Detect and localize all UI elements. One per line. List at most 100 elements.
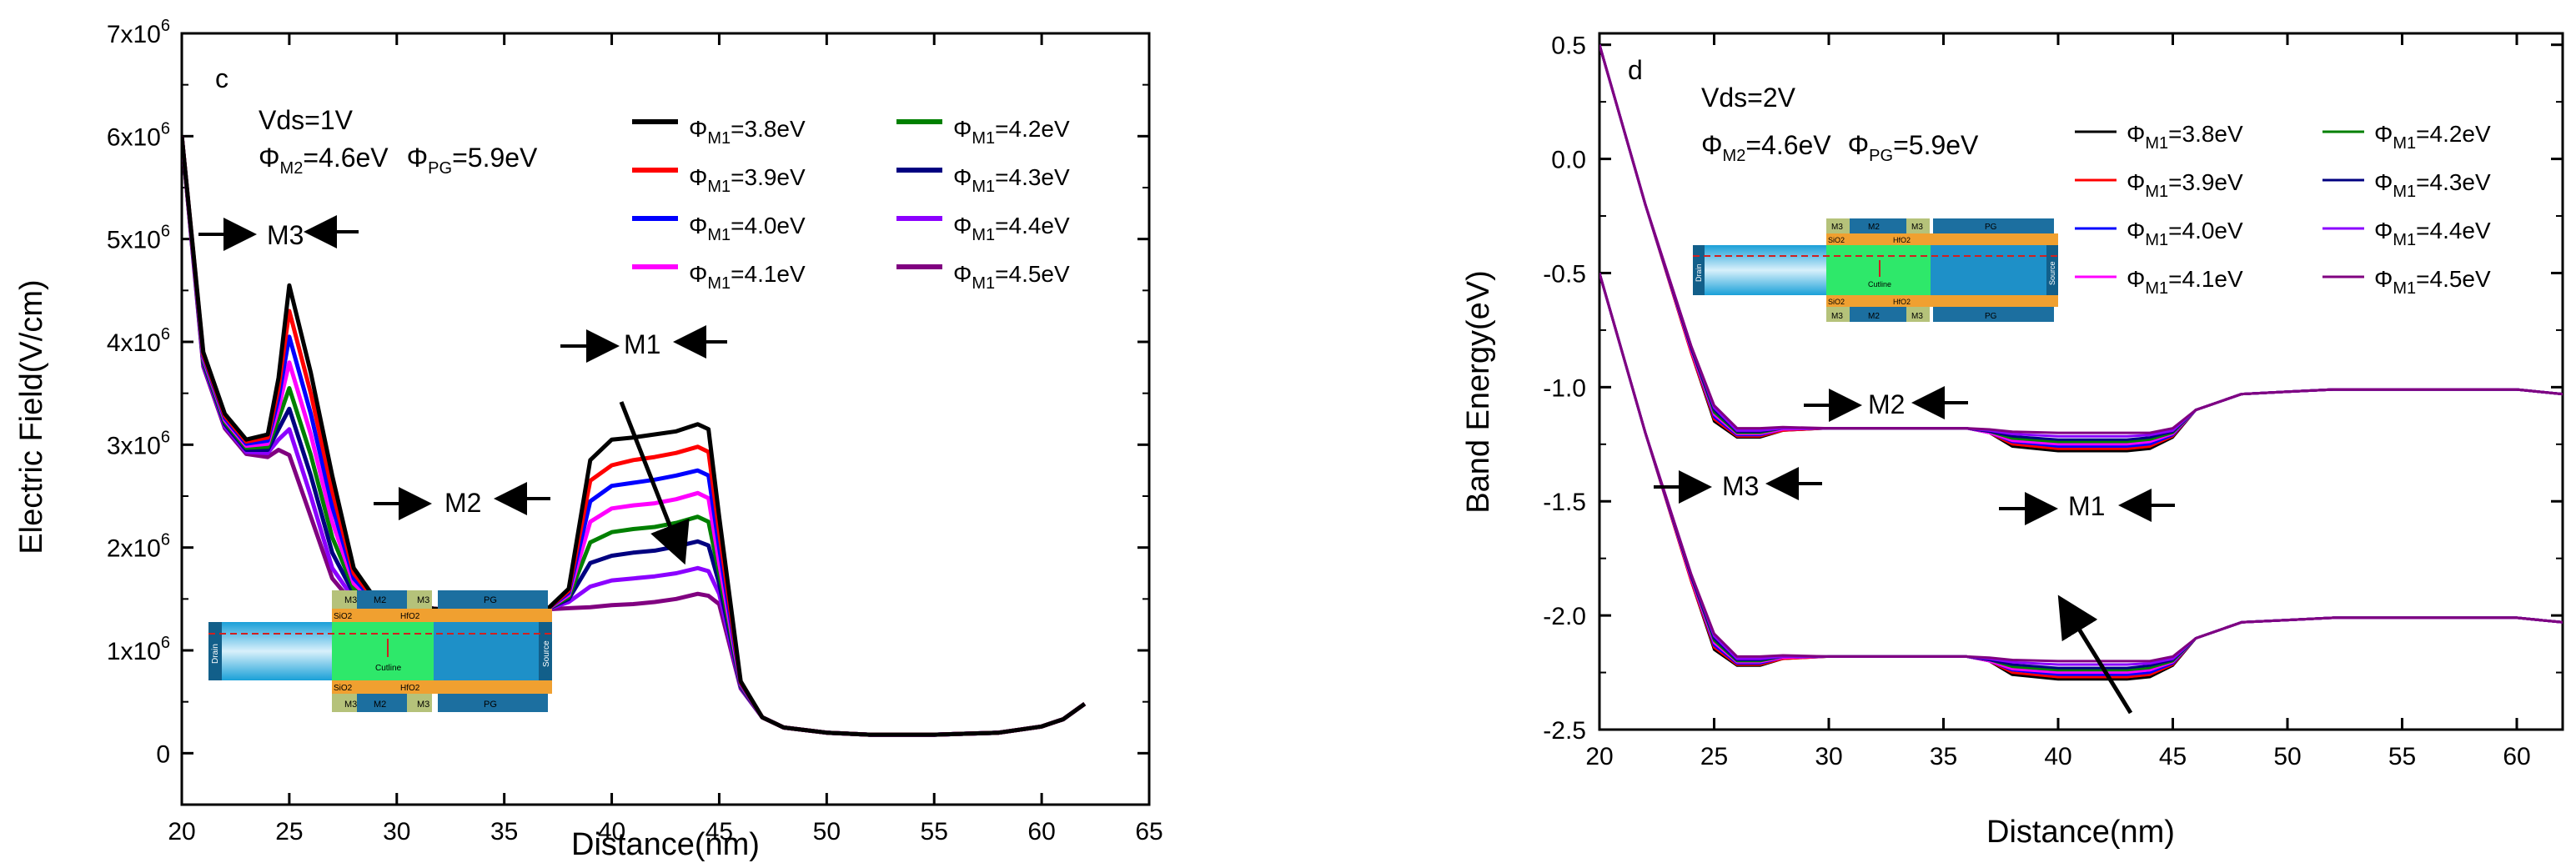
phi-symbol: Φ bbox=[259, 143, 280, 173]
inset-label-cutline: Cutline bbox=[375, 664, 402, 673]
work-function-annotation-c: ΦM2=4.6eV ΦPG=5.9eV bbox=[259, 143, 538, 178]
inset-label-sio2: SiO2 bbox=[334, 612, 353, 621]
region-marker-m2-c: M2 bbox=[374, 482, 550, 520]
x-tick-label: 40 bbox=[2044, 743, 2071, 770]
x-tick-label: 50 bbox=[2273, 743, 2301, 770]
legend-label: ΦM1=4.5eV bbox=[2374, 266, 2491, 298]
y-axis-title-d: Band Energy(eV) bbox=[1461, 270, 1496, 514]
phi-symbol: Φ bbox=[1848, 130, 1870, 160]
inset-label-hfo2: HfO2 bbox=[400, 684, 420, 693]
inset-label-drain: Drain bbox=[211, 644, 220, 664]
series-line-conduction-4.5eV bbox=[1599, 44, 2563, 434]
inset-label-hfo2: HfO2 bbox=[400, 612, 420, 621]
inset-label-pg: PG bbox=[1985, 223, 1997, 232]
m2-subscript: M2 bbox=[1723, 147, 1746, 165]
trend-arrow-d bbox=[2057, 595, 2133, 715]
y-tick-label: -2.5 bbox=[1543, 717, 1586, 745]
region-label-m3: M3 bbox=[267, 220, 304, 250]
inset-label-m3: M3 bbox=[417, 595, 429, 605]
trend-arrow-c bbox=[619, 401, 690, 565]
inset-label-m3: M3 bbox=[417, 700, 429, 710]
legend-label: ΦM1=3.9eV bbox=[689, 164, 806, 196]
inset-label-hfo2: HfO2 bbox=[1893, 236, 1911, 244]
legend-label: ΦM1=4.4eV bbox=[953, 213, 1070, 244]
x-tick-label: 60 bbox=[2503, 743, 2530, 770]
inset-label-cutline: Cutline bbox=[1868, 280, 1891, 289]
x-tick-label: 60 bbox=[1027, 818, 1055, 845]
series-line-valence-4.5eV bbox=[1599, 273, 2563, 663]
y-tick-label: 0.0 bbox=[1551, 147, 1586, 174]
x-tick-label: 40 bbox=[598, 818, 625, 845]
legend-label: ΦM1=4.0eV bbox=[689, 213, 806, 244]
legend-label: ΦM1=4.3eV bbox=[953, 164, 1070, 196]
series-line-valence-4.4eV bbox=[1599, 273, 2563, 666]
phi-symbol: Φ bbox=[1701, 130, 1723, 160]
y-tick-label: 4x106 bbox=[107, 325, 170, 357]
device-inset-c: M3 M2 M3 PG SiO2 HfO2 Cutline SiO2 HfO2 … bbox=[208, 590, 552, 712]
m2-value: =4.6eV bbox=[303, 143, 389, 173]
y-tick-label: 2x106 bbox=[107, 531, 170, 563]
x-tick-label: 55 bbox=[921, 818, 948, 845]
legend-label: ΦM1=4.1eV bbox=[2127, 266, 2243, 298]
region-label-m1: M1 bbox=[624, 329, 660, 359]
panel-label-c: c bbox=[215, 63, 228, 93]
x-tick-label: 25 bbox=[1700, 743, 1728, 770]
inset-label-pg: PG bbox=[484, 700, 497, 710]
inset-label-sio2: SiO2 bbox=[1828, 298, 1845, 306]
inset-label-pg: PG bbox=[484, 595, 497, 605]
pg-subscript: PG bbox=[428, 159, 452, 178]
y-tick-label: -2.0 bbox=[1543, 603, 1586, 630]
region-marker-m3-d: M3 bbox=[1654, 467, 1822, 504]
legend-label: ΦM1=4.4eV bbox=[2374, 218, 2491, 249]
x-tick-label: 35 bbox=[490, 818, 518, 845]
chart-panel-d: 20 25 30 35 40 45 50 55 60 0.5 0.0 -0.5 -1.0 -1.5 -2.0… bbox=[1461, 32, 2564, 850]
region-marker-m2-d: M2 bbox=[1804, 386, 1968, 422]
inset-label-m2: M2 bbox=[374, 700, 386, 710]
inset-label-m3: M3 bbox=[1831, 312, 1843, 321]
x-tick-label: 55 bbox=[2388, 743, 2416, 770]
vds-annotation-c: Vds=1V bbox=[259, 105, 354, 135]
x-tick-label: 25 bbox=[275, 818, 303, 845]
region-label-m2: M2 bbox=[444, 488, 481, 518]
inset-label-m3: M3 bbox=[344, 700, 357, 710]
plot-frame-c bbox=[180, 32, 1151, 806]
legend-label: ΦM1=4.2eV bbox=[953, 116, 1070, 148]
vds-annotation-d: Vds=2V bbox=[1701, 83, 1796, 113]
x-tick-label: 20 bbox=[1585, 743, 1613, 770]
inset-label-source: Source bbox=[2048, 261, 2056, 285]
y-tick-label: 0.5 bbox=[1551, 33, 1586, 60]
region-label-m1: M1 bbox=[2068, 491, 2105, 521]
inset-label-m2: M2 bbox=[1868, 223, 1880, 232]
inset-label-m3: M3 bbox=[1911, 223, 1923, 232]
phi-symbol: Φ bbox=[407, 143, 429, 173]
x-axis-title-c: Distance(nm) bbox=[571, 827, 760, 862]
x-axis-title-d: Distance(nm) bbox=[1986, 815, 2175, 850]
region-marker-m3-c: M3 bbox=[198, 215, 359, 251]
region-marker-m1-c: M1 bbox=[560, 325, 727, 363]
inset-label-hfo2: HfO2 bbox=[1893, 298, 1911, 306]
region-marker-m1-d: M1 bbox=[1999, 489, 2175, 525]
panel-label-d: d bbox=[1628, 55, 1643, 85]
region-label-m3: M3 bbox=[1722, 471, 1759, 501]
y-axis-title-c: Electric Field(V/cm) bbox=[14, 279, 49, 554]
legend-label: ΦM1=3.9eV bbox=[2127, 169, 2243, 201]
legend-label: ΦM1=4.1eV bbox=[689, 261, 806, 293]
y-tick-label: -0.5 bbox=[1543, 260, 1586, 288]
x-tick-label: 50 bbox=[813, 818, 841, 845]
y-tick-label: -1.0 bbox=[1543, 374, 1586, 402]
y-tick-label: -1.5 bbox=[1543, 489, 1586, 516]
inset-label-pg: PG bbox=[1985, 312, 1997, 321]
y-tick-label: 0 bbox=[156, 740, 170, 768]
m2-value: =4.6eV bbox=[1745, 130, 1831, 160]
x-tick-label: 45 bbox=[706, 818, 733, 845]
legend-c: ΦM1=3.8eV ΦM1=3.9eV ΦM1=4.0eV ΦM1=4.1eV ΦM1=… bbox=[632, 116, 1070, 293]
x-tick-label: 65 bbox=[1135, 818, 1162, 845]
legend-label: ΦM1=4.3eV bbox=[2374, 169, 2491, 201]
legend-d: ΦM1=3.8eV ΦM1=3.9eV ΦM1=4.0eV ΦM1=4.1eV ΦM1=… bbox=[2075, 121, 2491, 298]
m2-subscript: M2 bbox=[280, 159, 304, 178]
y-tick-label: 3x106 bbox=[107, 428, 170, 459]
y-tick-label: 7x106 bbox=[107, 17, 170, 48]
inset-label-m3: M3 bbox=[1911, 312, 1923, 321]
legend-label: ΦM1=3.8eV bbox=[2127, 121, 2243, 153]
inset-label-m2: M2 bbox=[374, 595, 386, 605]
